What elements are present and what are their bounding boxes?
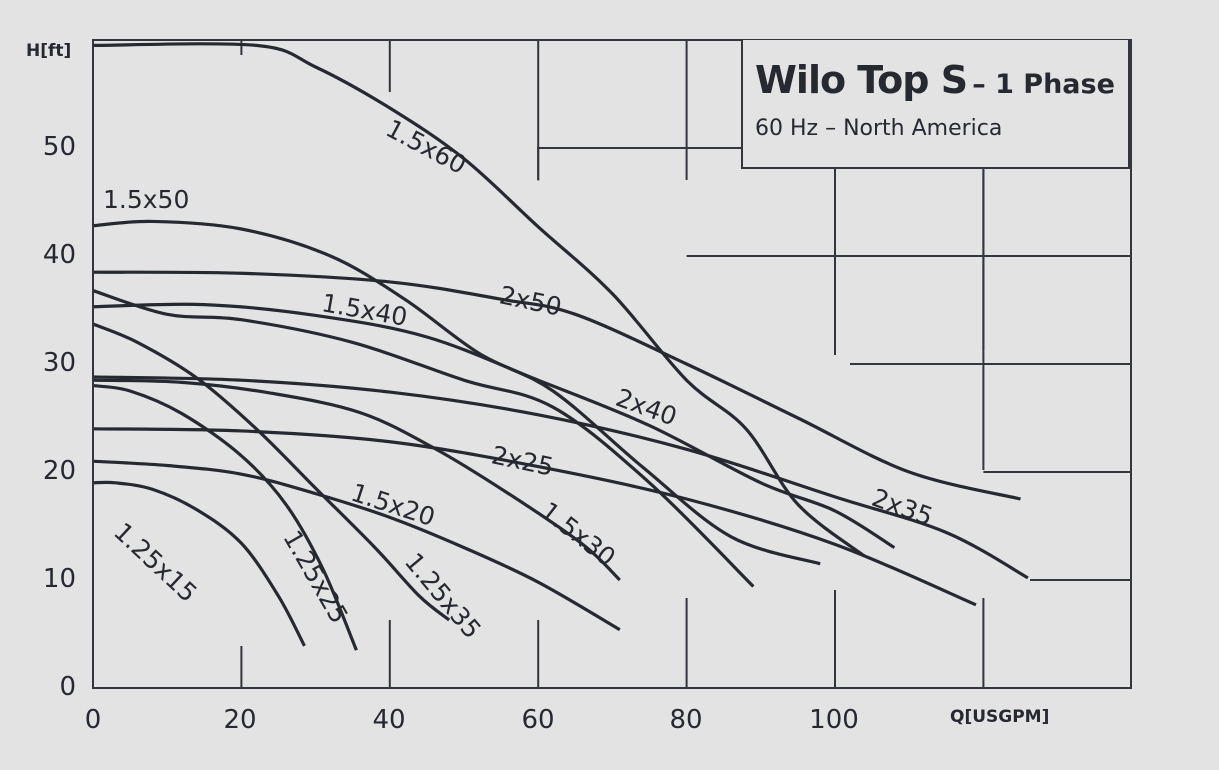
y-axis-title: H[ft] bbox=[26, 41, 72, 61]
y-tick-label: 10 bbox=[42, 564, 76, 594]
x-tick-label: 80 bbox=[669, 705, 703, 735]
curve-1.5x60 bbox=[92, 42, 866, 558]
curve-2x50 bbox=[92, 270, 1021, 501]
y-tick-label: 0 bbox=[59, 672, 76, 702]
curve-1.25x15 bbox=[92, 480, 306, 647]
y-tick-label: 30 bbox=[42, 348, 76, 378]
title-main: Wilo Top S bbox=[755, 58, 968, 102]
y-tick-label: 20 bbox=[42, 456, 76, 486]
curves bbox=[92, 42, 1029, 651]
chart-subtitle: 60 Hz – North America bbox=[755, 116, 1003, 141]
y-tick-label: 40 bbox=[42, 240, 76, 270]
title-box: Wilo Top S – 1 Phase 60 Hz – North Ameri… bbox=[741, 40, 1130, 169]
curve-2x25 bbox=[92, 427, 977, 607]
curve-1.25x35 bbox=[92, 322, 451, 622]
x-tick-label: 40 bbox=[372, 705, 406, 735]
x-tick-label: 60 bbox=[521, 705, 555, 735]
x-tick-label: 20 bbox=[223, 705, 257, 735]
x-axis-title: Q[USGPM] bbox=[950, 707, 1050, 727]
curve-1.5x50 bbox=[92, 219, 821, 566]
curve-label-1.5x50: 1.5x50 bbox=[103, 185, 190, 214]
curve-1.5x40 bbox=[92, 289, 755, 588]
curve-1.25x25 bbox=[92, 384, 358, 651]
plot-border bbox=[92, 39, 1132, 689]
x-tick-label: 100 bbox=[809, 705, 859, 735]
chart-title: Wilo Top S – 1 Phase bbox=[755, 58, 1115, 102]
curve-1.5x30 bbox=[92, 378, 621, 582]
title-suffix: – 1 Phase bbox=[972, 69, 1115, 100]
x-tick-label: 0 bbox=[84, 705, 102, 735]
curve-2x35 bbox=[92, 375, 1029, 580]
curve-1.5x20 bbox=[92, 459, 621, 632]
curve-2x40 bbox=[92, 302, 896, 549]
y-tick-label: 50 bbox=[42, 132, 76, 162]
